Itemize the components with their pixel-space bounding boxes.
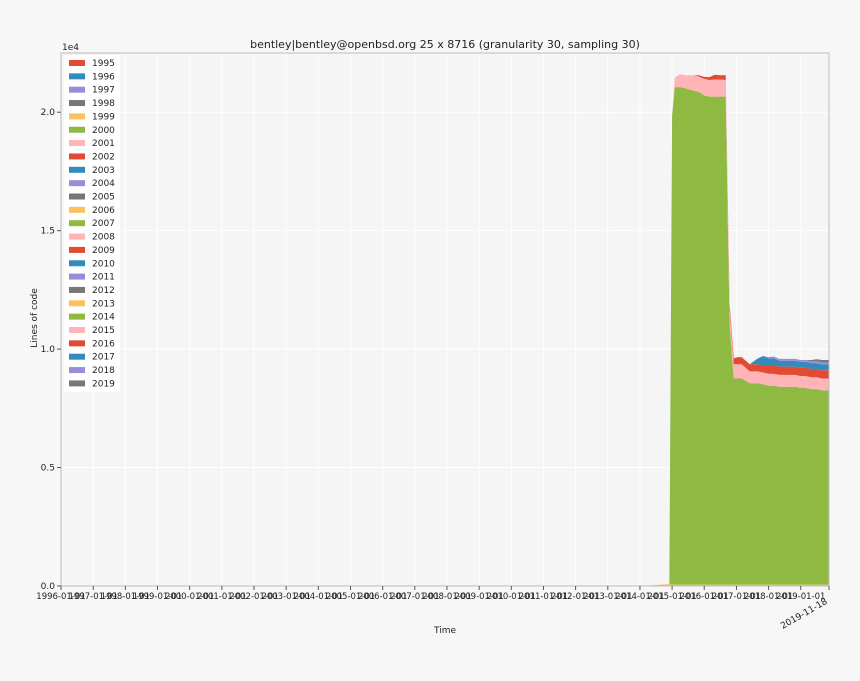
legend-label-2019: 2019 bbox=[92, 379, 115, 389]
legend-label-2017: 2017 bbox=[92, 353, 115, 363]
legend-label-2001: 2001 bbox=[92, 139, 115, 149]
x-tick-label: 2013-01-01 bbox=[583, 592, 632, 602]
legend-swatch-2005 bbox=[69, 193, 85, 200]
legend-swatch-2003 bbox=[69, 166, 85, 173]
legend-swatch-1999 bbox=[69, 113, 85, 120]
chart-title: bentley|bentley@openbsd.org 25 x 8716 (g… bbox=[250, 38, 640, 51]
legend-label-1998: 1998 bbox=[92, 99, 115, 109]
legend-swatch-1998 bbox=[69, 100, 85, 107]
x-axis-end-label: 2019-11-18 bbox=[779, 597, 830, 632]
legend-swatch-1997 bbox=[69, 86, 85, 93]
x-tick-label: 2008-01-01 bbox=[422, 592, 471, 602]
legend-label-2014: 2014 bbox=[92, 313, 115, 323]
y-tick-label: 2.0 bbox=[41, 108, 56, 118]
legend-label-2003: 2003 bbox=[92, 166, 115, 176]
x-tick-label: 2005-01-01 bbox=[326, 592, 375, 602]
legend-label-2010: 2010 bbox=[92, 259, 115, 269]
legend-swatch-1996 bbox=[69, 73, 85, 80]
legend-label-2009: 2009 bbox=[92, 246, 115, 256]
legend-swatch-2001 bbox=[69, 140, 85, 147]
legend-swatch-2004 bbox=[69, 180, 85, 187]
y-axis-multiplier: 1e4 bbox=[62, 43, 79, 53]
x-tick-label: 2003-01-01 bbox=[261, 592, 310, 602]
legend-swatch-2016 bbox=[69, 340, 85, 347]
legend-label-2006: 2006 bbox=[92, 206, 115, 216]
x-tick-label: 1999-01-01 bbox=[133, 592, 182, 602]
legend-swatch-2007 bbox=[69, 220, 85, 227]
legend-label-2002: 2002 bbox=[92, 152, 115, 162]
x-tick-label: 1997-01-01 bbox=[69, 592, 118, 602]
legend-label-2015: 2015 bbox=[92, 326, 115, 336]
legend-label-1997: 1997 bbox=[92, 86, 115, 96]
legend-label-1999: 1999 bbox=[92, 112, 115, 122]
x-tick-label: 2016-01-01 bbox=[680, 592, 729, 602]
x-tick-label: 2001-01-01 bbox=[197, 592, 246, 602]
legend: 1995 1996 1997 1998 1999 2000 2001 2002 2003 2004… bbox=[64, 55, 120, 392]
legend-swatch-2014 bbox=[69, 313, 85, 320]
legend-swatch-2008 bbox=[69, 233, 85, 240]
y-tick-label: 1.5 bbox=[41, 227, 55, 237]
x-tick-label: 2009-01-01 bbox=[454, 592, 503, 602]
legend-swatch-1995 bbox=[69, 60, 85, 66]
x-tick-label: 2012-01-01 bbox=[551, 592, 600, 602]
legend-label-1996: 1996 bbox=[92, 72, 115, 82]
legend-label-2018: 2018 bbox=[92, 366, 115, 376]
legend-label-2016: 2016 bbox=[92, 339, 115, 349]
x-tick-label: 2017-01-01 bbox=[712, 592, 761, 602]
legend-label-2007: 2007 bbox=[92, 219, 115, 229]
y-tick-label: 0.0 bbox=[41, 582, 56, 592]
legend-label-2011: 2011 bbox=[92, 273, 115, 283]
legend-label-2008: 2008 bbox=[92, 233, 115, 243]
y-axis-label: Lines of code bbox=[30, 288, 40, 348]
legend-label-2013: 2013 bbox=[92, 299, 115, 309]
x-tick-label: 2018-01-01 bbox=[744, 592, 793, 602]
area-series-2014 bbox=[639, 87, 829, 587]
legend-swatch-2009 bbox=[69, 246, 85, 253]
legend-swatch-2012 bbox=[69, 286, 85, 293]
x-tick-label: 2006-01-01 bbox=[358, 592, 407, 602]
legend-swatch-2017 bbox=[69, 353, 85, 360]
legend-label-2005: 2005 bbox=[92, 193, 115, 203]
legend-swatch-2019 bbox=[69, 380, 85, 387]
y-ticks: 0.0 0.5 1.0 1.5 2.0 bbox=[41, 108, 61, 592]
legend-swatch-2011 bbox=[69, 273, 85, 280]
x-tick-label: 2000-01-01 bbox=[165, 592, 214, 602]
legend-swatch-2015 bbox=[69, 327, 85, 333]
y-tick-label: 0.5 bbox=[41, 464, 55, 474]
x-tick-label: 2015-01-01 bbox=[647, 592, 696, 602]
x-tick-label: 2011-01-01 bbox=[519, 592, 568, 602]
x-tick-label: 2004-01-01 bbox=[294, 592, 343, 602]
x-tick-label: 2014-01-01 bbox=[615, 592, 664, 602]
legend-swatch-2000 bbox=[69, 126, 85, 133]
plot-frame bbox=[60, 52, 830, 587]
legend-label-2000: 2000 bbox=[92, 126, 115, 136]
axes bbox=[60, 52, 830, 587]
legend-swatch-2018 bbox=[69, 367, 85, 374]
legend-swatch-2006 bbox=[69, 206, 85, 213]
x-axis-label: Time bbox=[433, 626, 456, 636]
legend-swatch-2002 bbox=[69, 153, 85, 160]
legend-label-1995: 1995 bbox=[92, 59, 115, 69]
x-tick-label: 2019-01-01 bbox=[776, 592, 825, 602]
x-ticks: 1996-01-011997-01-011998-01-011999-01-01… bbox=[36, 586, 830, 602]
x-tick-label: 1998-01-01 bbox=[101, 592, 150, 602]
legend-label-2004: 2004 bbox=[92, 179, 115, 189]
legend-swatch-2010 bbox=[69, 260, 85, 267]
legend-swatch-2013 bbox=[69, 300, 85, 307]
x-tick-label: 1996-01-01 bbox=[36, 592, 85, 602]
x-tick-label: 2010-01-01 bbox=[487, 592, 536, 602]
y-tick-label: 1.0 bbox=[41, 345, 56, 355]
legend-label-2012: 2012 bbox=[92, 286, 115, 296]
x-tick-label: 2007-01-01 bbox=[390, 592, 439, 602]
x-tick-label: 2002-01-01 bbox=[229, 592, 278, 602]
